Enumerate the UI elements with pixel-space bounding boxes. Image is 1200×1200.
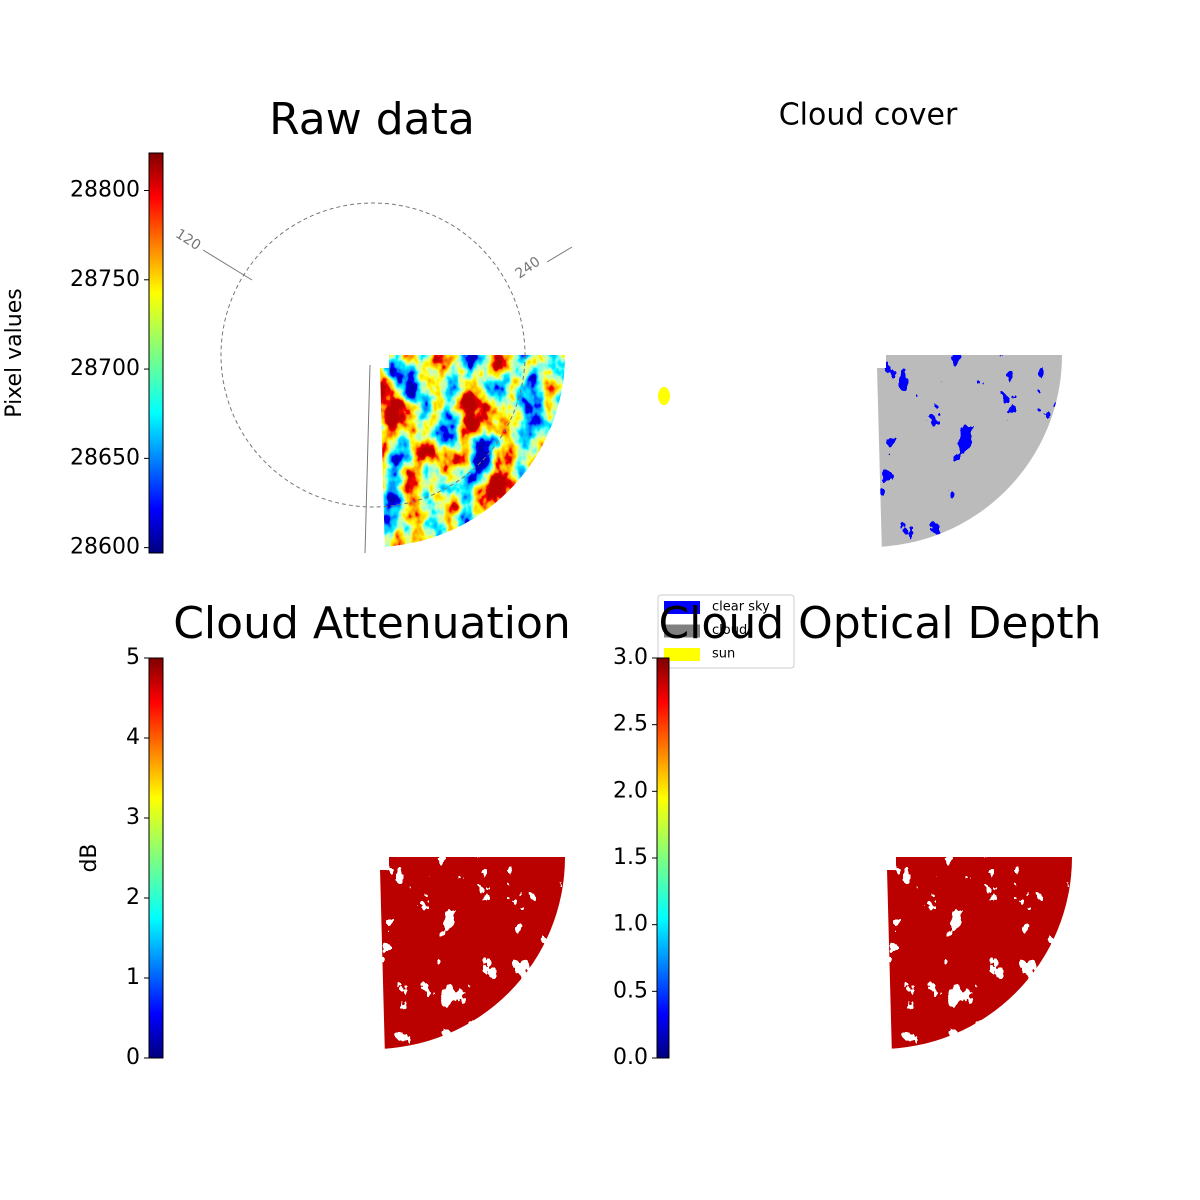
tick-label: 28700 [70,356,140,381]
tick-label: 1.5 [613,845,648,870]
polar-overlay [202,202,573,554]
sky-image [173,155,573,555]
panel-title: Raw data [269,94,475,145]
legend-swatch [664,624,700,638]
legend-label: sun [712,647,735,662]
panel-title: Cloud cover [779,98,958,133]
colorbar [148,657,164,1059]
tick-label: 2 [126,885,140,910]
tick-label: 28600 [70,535,140,560]
sun-region [658,387,670,405]
sky-image [670,155,1070,555]
tick-label: 28750 [70,267,140,292]
tick-label: 28650 [70,445,140,470]
tick-label: 5 [126,645,140,670]
tick-label: 0.5 [613,978,648,1003]
colorbar [656,657,670,1059]
tick-label: 0 [126,1045,140,1070]
legend-label: cloud [712,623,747,638]
tick-label: 3 [126,805,140,830]
panel-title: Cloud Attenuation [173,598,571,649]
tick-label: 2.5 [613,712,648,737]
tick-label: 28800 [70,178,140,203]
legend-label: clear sky [712,600,770,615]
tick-label: 4 [126,725,140,750]
legend: clear sky cloud sun [657,594,795,669]
sky-image [680,657,1080,1057]
tick-label: 1 [126,965,140,990]
colorbar-label: Pixel values [2,288,27,417]
colorbar [148,152,164,554]
tick-label: 0.0 [613,1045,648,1070]
panel-title: Cloud Optical Depth [658,598,1101,649]
tick-label: 2.0 [613,778,648,803]
tick-label: 3.0 [613,645,648,670]
colorbar-label: dB [77,843,102,872]
legend-swatch [664,601,700,614]
sky-image [173,657,573,1057]
tick-label: 1.0 [613,912,648,937]
legend-swatch [664,648,700,661]
